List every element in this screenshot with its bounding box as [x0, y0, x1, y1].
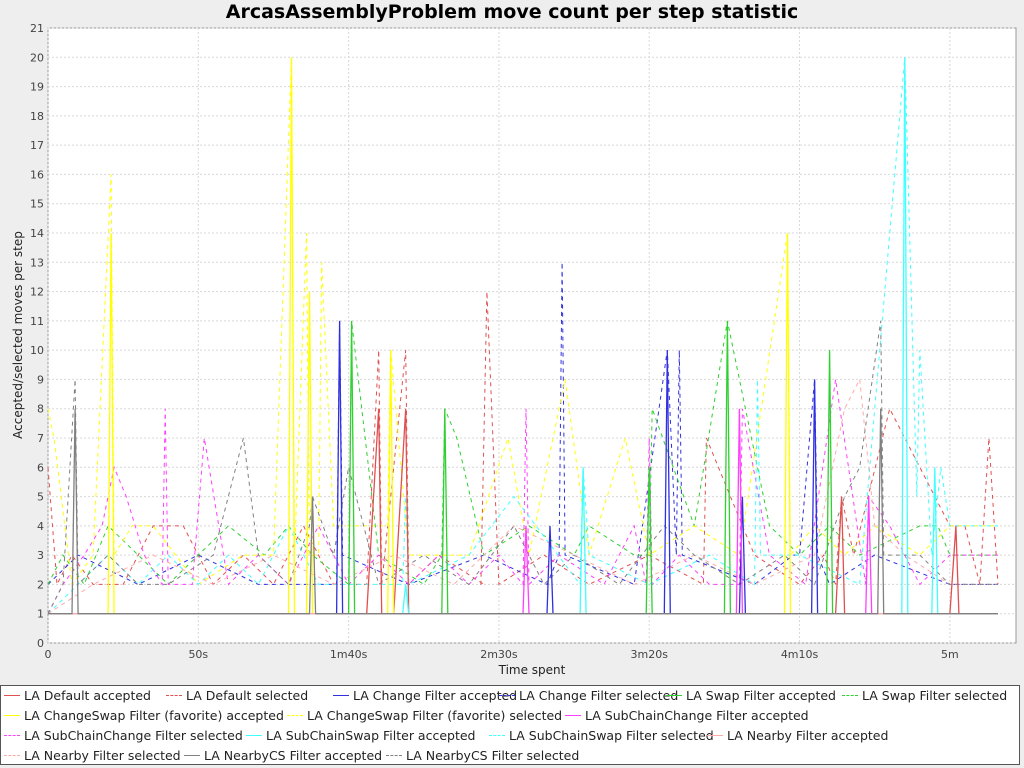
x-tick-label: 1m40s: [330, 648, 368, 661]
chart-title: ArcasAssemblyProblem move count per step…: [225, 1, 799, 23]
y-tick-label: 3: [37, 549, 44, 562]
legend-swatch: [287, 715, 303, 716]
chart-legend: LA Default accepted LA Default selected LA…: [0, 685, 1020, 765]
y-tick-label: 19: [30, 81, 44, 94]
legend-label: LA ChangeSwap Filter (favorite) selected: [307, 708, 563, 723]
series-line-la-nearbycs-filter-accepted: [48, 408, 998, 615]
legend-label: LA Change Filter selected: [519, 688, 679, 703]
legend-label: LA Swap Filter selected: [862, 688, 1008, 703]
y-tick-label: 11: [30, 315, 44, 328]
y-tick-label: 8: [37, 403, 44, 416]
y-tick-label: 10: [30, 344, 44, 357]
y-tick-label: 17: [30, 139, 44, 152]
legend-swatch: [4, 735, 20, 736]
legend-swatch: [707, 735, 723, 736]
legend-swatch: [184, 755, 200, 756]
legend-swatch: [666, 695, 682, 696]
y-tick-label: 15: [30, 198, 44, 211]
y-tick-label: 20: [30, 51, 44, 64]
x-tick-label: 2m30s: [480, 648, 518, 661]
y-tick-label: 12: [30, 286, 44, 299]
legend-label: LA Swap Filter accepted: [686, 688, 836, 703]
legend-label: LA Nearby Filter accepted: [727, 728, 889, 743]
series-line-la-swap-filter-selected: [47, 320, 998, 586]
y-tick-label: 13: [30, 256, 44, 269]
legend-label: LA SubChainChange Filter accepted: [585, 708, 809, 723]
x-tick-label: 4m10s: [781, 648, 819, 661]
legend-label: LA NearbyCS Filter accepted: [204, 748, 383, 763]
legend-swatch: [565, 715, 581, 716]
legend-swatch: [4, 715, 20, 716]
y-tick-label: 1: [37, 608, 44, 621]
y-tick-label: 18: [30, 110, 44, 123]
series-line-la-nearby-filter-selected: [47, 377, 998, 615]
x-tick-label: 3m20s: [631, 648, 669, 661]
legend-swatch: [386, 755, 402, 756]
legend-label: LA Default accepted: [24, 688, 151, 703]
x-tick-label: 50s: [188, 648, 208, 661]
legend-swatch: [166, 695, 182, 696]
series-line-la-change-filter-selected: [47, 262, 998, 586]
x-tick-label: 5m: [941, 648, 959, 661]
y-tick-label: 6: [37, 461, 44, 474]
legend-swatch: [842, 695, 858, 696]
y-tick-label: 16: [30, 168, 44, 181]
y-tick-label: 9: [37, 373, 44, 386]
y-tick-label: 4: [37, 520, 44, 533]
legend-swatch: [246, 735, 262, 736]
y-tick-label: 2: [37, 578, 44, 591]
legend-label: LA Change Filter accepted: [353, 688, 518, 703]
legend-label: LA SubChainSwap Filter selected: [509, 728, 714, 743]
y-tick-label: 21: [30, 22, 44, 35]
legend-label: LA Default selected: [186, 688, 309, 703]
legend-label: LA NearbyCS Filter selected: [406, 748, 580, 763]
x-axis-label: Time spent: [498, 663, 566, 677]
series-line-la-nearbycs-filter-selected: [47, 320, 998, 614]
legend-label: LA ChangeSwap Filter (favorite) accepted: [24, 708, 284, 723]
legend-swatch: [333, 695, 349, 696]
plot-background: [47, 27, 1017, 644]
y-tick-label: 7: [37, 432, 44, 445]
legend-label: LA SubChainChange Filter selected: [24, 728, 243, 743]
legend-label: LA Nearby Filter selected: [24, 748, 181, 763]
legend-swatch: [489, 735, 505, 736]
legend-swatch: [4, 755, 20, 756]
y-tick-label: 5: [37, 491, 44, 504]
y-axis-label: Accepted/selected moves per step: [11, 231, 25, 439]
y-tick-label: 14: [30, 227, 44, 240]
grid-lines: [47, 27, 1016, 644]
series-line-la-default-selected: [47, 291, 999, 587]
y-tick-label: 0: [37, 637, 44, 650]
series-layer: [47, 57, 999, 615]
x-tick-label: 0: [45, 648, 52, 661]
legend-label: LA SubChainSwap Filter accepted: [266, 728, 476, 743]
series-line-la-subchainchange-filter-accepted: [48, 408, 998, 615]
legend-swatch: [4, 695, 20, 696]
legend-swatch: [499, 695, 515, 696]
